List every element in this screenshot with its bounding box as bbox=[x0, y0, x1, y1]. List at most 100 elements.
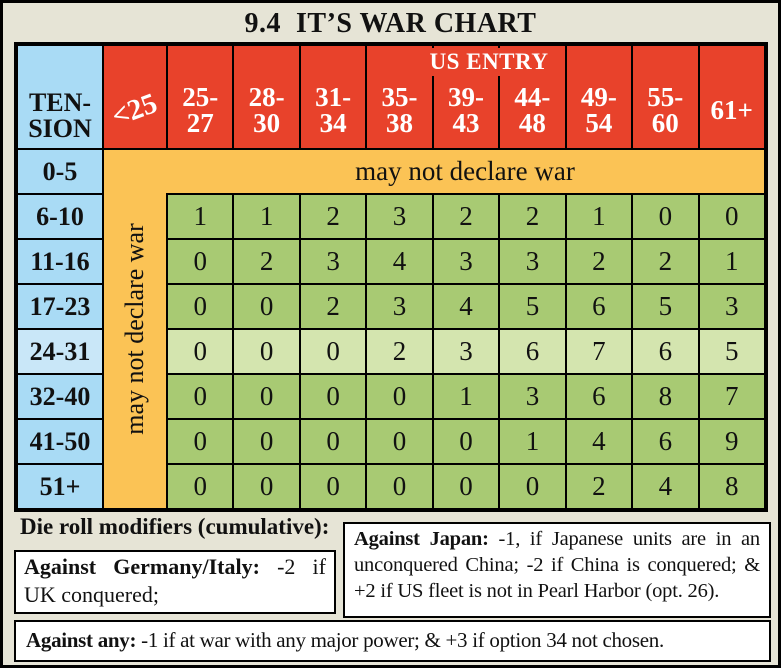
column-header-label: 31- 34 bbox=[315, 82, 352, 138]
result-cell: 0 bbox=[234, 330, 299, 373]
us-entry-header-row: <25 25- 27 28- 30 31- 34 bbox=[104, 46, 764, 148]
war-table: TEN- SION <25 25- 27 28- 30 31- bbox=[14, 42, 768, 512]
result-cell: 1 bbox=[566, 195, 632, 238]
result-cell: 0 bbox=[300, 330, 366, 373]
result-cell: 6 bbox=[633, 420, 698, 463]
modifier-any-box: Against any: -1 if at war with any major… bbox=[14, 620, 771, 662]
modifier-any-label: Against any: bbox=[26, 628, 137, 652]
result-cell: 5 bbox=[699, 330, 764, 373]
column-header-bottom: 27 bbox=[186, 108, 214, 138]
tension-row-label: 32-40 bbox=[18, 375, 102, 418]
modifier-japan-label: Against Japan: bbox=[354, 528, 489, 550]
result-cell: 1 bbox=[500, 420, 565, 463]
column-header-28-30: 28- 30 bbox=[232, 46, 298, 148]
may-not-declare-war-column: may not declare war bbox=[104, 150, 166, 508]
column-header-bottom: 60 bbox=[651, 108, 679, 138]
result-cell: 0 bbox=[433, 465, 499, 508]
result-cell: 0 bbox=[633, 195, 698, 238]
column-header-top: 44- bbox=[514, 82, 551, 113]
result-cell: 0 bbox=[234, 285, 299, 328]
column-header-bottom: 30 bbox=[253, 108, 281, 138]
result-cell: 6 bbox=[633, 330, 698, 373]
result-cell: 0 bbox=[168, 420, 233, 463]
column-header-top: 25- bbox=[182, 82, 219, 113]
modifier-japan-text: -1, if Japanese units are in an unconque… bbox=[354, 528, 760, 603]
column-header-label: 49- 54 bbox=[581, 84, 617, 136]
modifier-germany-italy-box: Against Germany/Italy: -2 if UK conquere… bbox=[14, 550, 336, 614]
result-cell: 2 bbox=[367, 330, 432, 373]
result-cell: 0 bbox=[500, 465, 565, 508]
result-cell: 5 bbox=[500, 285, 565, 328]
modifier-any-text: -1 if at war with any major power; & +3 … bbox=[136, 628, 664, 652]
column-header-31-34: 31- 34 bbox=[298, 46, 365, 148]
result-cell: 2 bbox=[566, 465, 632, 508]
result-cell: 0 bbox=[300, 375, 366, 418]
result-cell: 3 bbox=[500, 375, 565, 418]
column-header-bottom: 48 bbox=[518, 108, 546, 138]
result-cell: 0 bbox=[300, 465, 366, 508]
column-header-top: 39- bbox=[447, 82, 484, 113]
result-cell: 4 bbox=[633, 465, 698, 508]
column-header-top: 35- bbox=[381, 82, 418, 113]
result-cell: 0 bbox=[699, 195, 764, 238]
may-not-declare-war-band: may not declare war bbox=[104, 150, 764, 193]
result-cell: 7 bbox=[566, 330, 632, 373]
tension-row-label: 51+ bbox=[18, 465, 102, 508]
tension-row-label: 41-50 bbox=[18, 420, 102, 463]
result-cell: 0 bbox=[367, 420, 432, 463]
column-header-label: 28- 30 bbox=[248, 82, 285, 138]
may-not-declare-war-vertical-text: may not declare war bbox=[120, 223, 149, 435]
result-cell: 0 bbox=[168, 285, 233, 328]
column-header-25-27: 25- 27 bbox=[166, 46, 232, 148]
result-cell: 2 bbox=[633, 240, 698, 283]
column-header-bottom: 34 bbox=[319, 108, 347, 138]
result-cell: 2 bbox=[234, 240, 299, 283]
result-cell: 0 bbox=[168, 240, 233, 283]
result-cell: 6 bbox=[566, 285, 632, 328]
tension-row-label: 24-31 bbox=[18, 330, 102, 373]
result-cell: 2 bbox=[300, 285, 366, 328]
tension-label-line2: SION bbox=[28, 114, 92, 144]
result-cell: 0 bbox=[300, 420, 366, 463]
result-cell: 3 bbox=[433, 330, 499, 373]
column-header-39-43: 39- 43 bbox=[431, 46, 498, 148]
result-cell: 0 bbox=[367, 375, 432, 418]
tension-column: 0-5 6-10 11-16 17-23 24-31 32-40 41-50 51+ bbox=[18, 150, 102, 508]
column-header-bottom: 43 bbox=[452, 108, 480, 138]
result-cell: 3 bbox=[367, 285, 432, 328]
result-cell: 3 bbox=[300, 240, 366, 283]
column-header-top: 28- bbox=[248, 82, 285, 113]
tension-row-label: 17-23 bbox=[18, 285, 102, 328]
result-cell: 2 bbox=[566, 240, 632, 283]
column-header-label: 44- 48 bbox=[514, 82, 551, 138]
modifiers-heading: Die roll modifiers (cumulative): bbox=[20, 514, 330, 539]
result-cell: 0 bbox=[367, 465, 432, 508]
result-cell: 8 bbox=[633, 375, 698, 418]
column-header-44-48: 44- 48 bbox=[498, 46, 564, 148]
result-cell: 3 bbox=[500, 240, 565, 283]
result-cell: 4 bbox=[367, 240, 432, 283]
result-cell: 0 bbox=[168, 375, 233, 418]
column-header-49-54: 49- 54 bbox=[564, 46, 631, 148]
result-cell: 7 bbox=[699, 375, 764, 418]
column-header-bottom: 38 bbox=[386, 108, 414, 138]
result-cell: 5 bbox=[633, 285, 698, 328]
column-header-label: 61+ bbox=[710, 95, 753, 126]
result-cell: 0 bbox=[168, 465, 233, 508]
column-header-label: <25 bbox=[107, 87, 162, 134]
result-cell: 6 bbox=[500, 330, 565, 373]
modifier-japan-box: Against Japan: -1, if Japanese units are… bbox=[343, 522, 771, 618]
tension-label-line1: TEN- bbox=[28, 87, 92, 117]
page-title: 9.4 IT’S WAR CHART bbox=[244, 8, 537, 39]
column-header-label: 55- 60 bbox=[647, 84, 683, 138]
modifier-germany-italy-text: -2 if UK conquered; bbox=[24, 554, 326, 608]
result-cell: 3 bbox=[433, 240, 499, 283]
column-header-top: 31- bbox=[315, 82, 352, 113]
result-cell: 2 bbox=[500, 195, 565, 238]
column-header-35-38: 35- 38 bbox=[365, 46, 431, 148]
result-cell: 6 bbox=[566, 375, 632, 418]
tension-row-label: 6-10 bbox=[18, 195, 102, 238]
result-cell: 1 bbox=[433, 375, 499, 418]
